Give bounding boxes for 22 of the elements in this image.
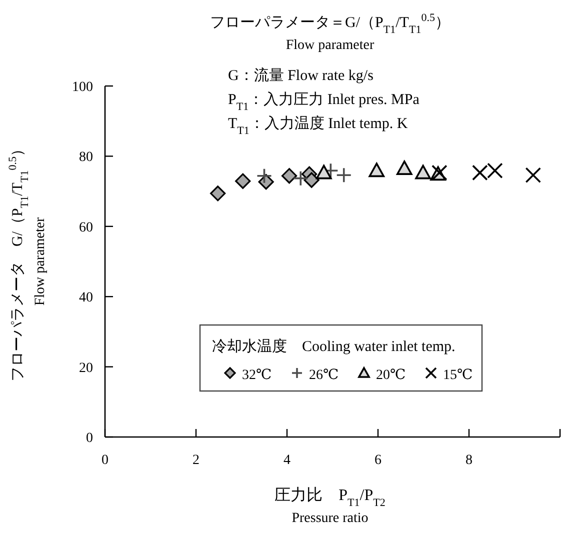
y-tick-label: 0 <box>86 431 93 446</box>
y-tick-label: 80 <box>79 150 93 166</box>
x-tick-label: 4 <box>284 453 290 468</box>
annotation: P$_{T1}$：入力圧力 Inlet pres. MPa <box>228 91 420 113</box>
text: G：流量 Flow rate kg/s <box>228 67 374 84</box>
y-tick-label: 100 <box>72 80 93 95</box>
x-axis-title: 圧力比 P$_{T1}$/P$_{T2}$ Pressure ratio <box>274 486 386 526</box>
legend-label: 26℃ <box>309 368 339 383</box>
x-tick-label: 6 <box>374 453 382 468</box>
legend-label: 32℃ <box>242 368 272 383</box>
y-tick-label: 60 <box>79 220 93 236</box>
legend-label: 15℃ <box>443 368 473 383</box>
legend-title: 冷却水温度 Cooling water inlet temp. <box>212 338 456 355</box>
legend-label: 20℃ <box>376 368 406 383</box>
x-tick-label: 8 <box>466 453 472 468</box>
y-tick-label: 20 <box>79 360 93 376</box>
chart-subtitle: Flow parameter <box>286 38 374 53</box>
chart-title: フローパラメータ＝G/（P$_{T1}$/T$_{T1}$$^{0.5}$） <box>210 12 450 36</box>
x-tick-label: 2 <box>192 453 200 468</box>
y-tick-label: 40 <box>79 290 93 306</box>
annotation: T$_{T1}$：入力温度 Inlet temp. K <box>228 115 408 137</box>
x-tick-label: 0 <box>102 453 108 468</box>
